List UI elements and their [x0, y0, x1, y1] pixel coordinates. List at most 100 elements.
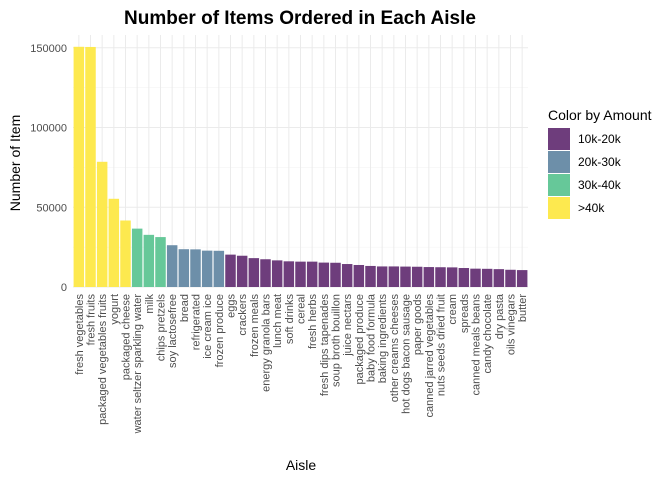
- bar: [435, 267, 446, 287]
- bar: [365, 265, 376, 287]
- bar: [236, 255, 248, 287]
- x-tick-label: refrigerated: [191, 294, 203, 350]
- x-tick-label: ice cream ice: [202, 294, 214, 359]
- x-tick-label: fresh herbs: [307, 294, 319, 350]
- bar: [73, 46, 85, 287]
- x-tick-label: packaged cheese: [121, 294, 133, 380]
- x-axis-ticks: fresh vegetables fresh fruits packaged veg…: [74, 293, 529, 434]
- x-tick-label: cereal: [296, 294, 308, 324]
- y-tick-label: 150000: [30, 43, 67, 55]
- bar: [178, 249, 190, 287]
- x-tick-label: eggs: [226, 294, 238, 318]
- x-tick-label: fresh dips tapenades: [319, 294, 331, 397]
- x-tick-label: other creams cheeses: [389, 294, 401, 403]
- x-tick-label: paper goods: [412, 294, 424, 356]
- legend-swatch: [548, 151, 570, 173]
- x-tick-label: packaged produce: [354, 294, 366, 385]
- x-tick-label: chips pretzels: [156, 294, 168, 362]
- bar: [85, 46, 96, 288]
- bar: [283, 261, 295, 287]
- x-tick-label: dry pasta: [494, 293, 506, 339]
- bar: [120, 220, 131, 287]
- x-tick-label: soup broth bouillon: [331, 294, 343, 387]
- x-tick-label: packaged vegetables fruits: [97, 294, 109, 425]
- y-axis-ticks: 0 50000 100000 150000: [30, 43, 67, 294]
- y-axis-label: Number of Item: [7, 115, 23, 211]
- x-tick-label: candy chocolate: [482, 294, 494, 374]
- bar: [108, 198, 120, 287]
- x-tick-label: butter: [517, 294, 529, 322]
- bar: [201, 250, 213, 287]
- legend-swatch: [548, 174, 570, 196]
- bar: [143, 234, 155, 287]
- bar: [388, 266, 400, 287]
- x-tick-label: canned meals beans: [471, 294, 483, 396]
- bar: [423, 267, 435, 287]
- legend-title: Color by Amount: [548, 107, 652, 123]
- bar: [481, 268, 493, 287]
- x-tick-label: canned jarred vegetables: [424, 294, 436, 418]
- x-tick-label: nuts seeds dried fruit: [436, 294, 448, 396]
- bar: [225, 254, 236, 287]
- x-tick-label: frozen meals: [249, 294, 261, 357]
- bar: [213, 250, 225, 287]
- bar: [190, 249, 201, 287]
- legend-label: 20k-30k: [578, 155, 622, 169]
- legend-label: >40k: [578, 201, 605, 215]
- bar: [155, 237, 166, 287]
- bar: [131, 228, 143, 287]
- legend-label: 30k-40k: [578, 178, 622, 192]
- chart-title: Number of Items Ordered in Each Aisle: [124, 8, 476, 29]
- bar: [376, 266, 388, 287]
- x-tick-label: fresh fruits: [86, 294, 98, 346]
- x-tick-label: frozen produce: [214, 294, 226, 367]
- x-tick-label: yogurt: [109, 294, 121, 325]
- x-tick-label: milk: [144, 294, 156, 314]
- x-tick-label: juice nectars: [342, 294, 354, 357]
- legend-label: 10k-20k: [578, 132, 622, 146]
- bar: [493, 269, 505, 287]
- bar: [295, 261, 306, 287]
- bar: [446, 267, 458, 287]
- x-tick-label: fresh vegetables: [74, 294, 86, 375]
- x-tick-label: oils vinegars: [506, 294, 518, 356]
- bar: [330, 262, 341, 287]
- x-tick-label: spreads: [459, 294, 471, 334]
- x-tick-label: bread: [179, 294, 191, 322]
- bar: [166, 245, 178, 287]
- legend-swatch: [548, 128, 570, 150]
- bar: [248, 258, 260, 287]
- x-tick-label: baby food formula: [366, 293, 378, 382]
- bar: [96, 161, 108, 287]
- bar: [318, 262, 330, 287]
- x-tick-label: soy lactosefree: [167, 294, 179, 368]
- x-tick-label: hot dogs bacon sausage: [401, 294, 413, 414]
- y-tick-label: 50000: [36, 202, 67, 214]
- bar: [458, 268, 470, 287]
- x-tick-label: lunch meat: [272, 294, 284, 348]
- bar: [516, 270, 528, 287]
- legend: Color by Amount 10k-20k 20k-30k 30k-40k >40…: [548, 107, 652, 219]
- x-axis-label: Aisle: [286, 457, 317, 473]
- x-tick-label: baking ingredients: [377, 294, 389, 384]
- x-tick-label: soft drinks: [284, 294, 296, 345]
- bar: [505, 269, 516, 287]
- bar: [260, 259, 271, 287]
- x-tick-label: energy granola bars: [261, 294, 273, 392]
- bars: [73, 46, 528, 288]
- bar: [411, 266, 423, 287]
- bar: [306, 261, 318, 287]
- y-tick-label: 0: [61, 282, 67, 294]
- legend-swatch: [548, 197, 570, 219]
- y-tick-label: 100000: [30, 123, 67, 135]
- x-tick-label: cream: [447, 294, 459, 325]
- bar: [400, 266, 411, 287]
- bar: [341, 264, 353, 287]
- bar: [353, 264, 365, 287]
- bar: [470, 268, 481, 287]
- x-tick-label: crackers: [237, 294, 249, 336]
- bar: [271, 260, 283, 287]
- x-tick-label: water seltzer sparkling water: [132, 294, 144, 435]
